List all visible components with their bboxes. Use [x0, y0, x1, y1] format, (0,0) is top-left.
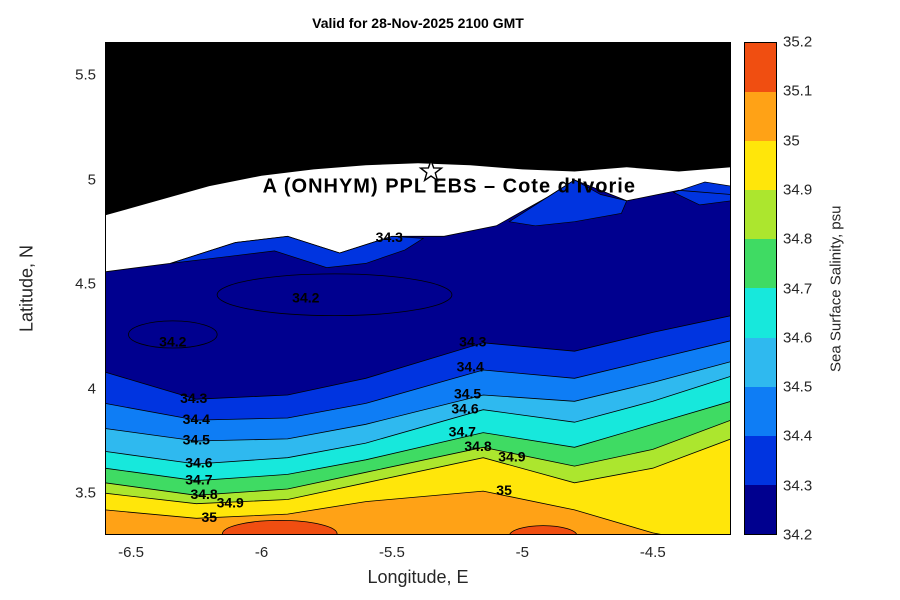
contour-line-35 [105, 490, 667, 535]
contour-label: 34.5 [183, 432, 210, 448]
colorbar-segment [745, 141, 776, 191]
contour-label: 34.9 [217, 494, 244, 510]
colorbar-segment [745, 43, 776, 93]
contour-line-34.7 [105, 400, 731, 482]
contour-label: 34.2 [292, 290, 319, 306]
contour-label: 34.8 [190, 486, 217, 502]
y-tick-label: 5.5 [75, 66, 96, 84]
colorbar-tick-label: 34.6 [783, 329, 813, 347]
colorbar-tick-label: 34.7 [783, 280, 813, 297]
salinity-patch-35.1 [221, 519, 338, 535]
colorbar-segment [745, 435, 776, 485]
y-axis-label: Latitude, N [16, 244, 37, 333]
colorbar-segment [745, 239, 776, 289]
contour-line-34.3 [105, 315, 731, 400]
colorbar-tick-label: 34.4 [783, 427, 813, 445]
contour-line-34.9 [105, 438, 731, 505]
x-axis-label: Longitude, E [367, 567, 469, 587]
colorbar-segment [745, 484, 776, 534]
y-tick-label: 5 [87, 171, 96, 189]
contour-line-34.4 [105, 340, 731, 421]
colorbar-tick-label: 34.8 [783, 230, 813, 248]
contour-label: 34.5 [454, 386, 481, 402]
contour-label: 34.3 [459, 334, 486, 350]
contour-line-34.5 [105, 361, 731, 442]
data-edge-contour [105, 179, 731, 273]
colorbar-segment [745, 337, 776, 387]
contour-line-34.6 [105, 375, 731, 465]
contour-label: 34.8 [464, 438, 491, 454]
colorbar-tick-label: 34.5 [783, 378, 813, 396]
x-tick-label: -6.5 [118, 544, 145, 561]
y-tick-label: 4.5 [75, 275, 96, 293]
contour-label: 34.4 [457, 359, 484, 375]
contour-plot-canvas: 34.334.234.2 34.334.434.534.634.734.834.9… [105, 42, 731, 535]
contour-line-34.8 [105, 419, 731, 496]
contour-loop-34.2 [216, 273, 453, 317]
contour-label: 34.2 [159, 334, 186, 350]
contour-label: 34.9 [498, 448, 525, 464]
coastal-band-patch [672, 181, 731, 206]
contour-label: 34.6 [451, 400, 478, 416]
colorbar-tick-label: 35 [783, 132, 800, 150]
contour-loop-34.2 [128, 320, 218, 349]
y-tick-label: 3.5 [75, 484, 96, 502]
contour-label: 34.7 [449, 423, 476, 439]
colorbar-label: Sea Surface Salinity, psu [827, 205, 845, 372]
colorbar-tick-label: 35.2 [783, 33, 813, 51]
contour-label: 34.3 [376, 229, 403, 245]
contour-label: 34.4 [183, 411, 210, 427]
colorbar-segment [745, 190, 776, 240]
colorbar-tick-label: 34.3 [783, 477, 813, 495]
colorbar-tick-label: 34.2 [783, 526, 813, 544]
contour-label: 35 [202, 509, 218, 525]
contour-label: 35 [496, 482, 512, 498]
colorbar [744, 42, 777, 535]
y-tick-label: 4 [87, 380, 96, 398]
x-tick-label: -5 [515, 544, 529, 561]
colorbar-segment [745, 386, 776, 436]
star-marker [418, 158, 444, 183]
contour-label: 34.7 [185, 471, 212, 487]
x-tick-label: -4.5 [639, 544, 666, 561]
salinity-patch-35.1 [509, 525, 578, 535]
x-tick-label: -6 [254, 544, 269, 561]
annotation-text: A (ONHYM) PPL EBS – Cote d'Ivorie [263, 175, 636, 197]
colorbar-segment [745, 92, 776, 142]
colorbar-tick-label: 34.9 [783, 181, 813, 199]
x-tick-label: -5.5 [378, 544, 405, 561]
colorbar-segment [745, 288, 776, 338]
contour-label: 34.6 [185, 455, 212, 471]
colorbar-tick-label: 35.1 [783, 82, 813, 100]
contour-label: 34.3 [180, 390, 207, 406]
land-mass [105, 42, 731, 216]
figure-title: Valid for 28-Nov-2025 2100 GMT [312, 15, 524, 31]
